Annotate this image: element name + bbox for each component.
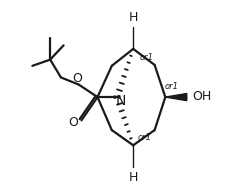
- Text: H: H: [129, 11, 138, 24]
- Text: O: O: [68, 116, 78, 129]
- Text: O: O: [72, 72, 82, 85]
- Text: N: N: [116, 94, 126, 108]
- Text: or1: or1: [139, 53, 153, 62]
- Text: OH: OH: [192, 90, 211, 103]
- Text: or1: or1: [164, 82, 178, 91]
- Polygon shape: [165, 94, 187, 101]
- Text: or1: or1: [138, 133, 152, 142]
- Text: H: H: [129, 171, 138, 184]
